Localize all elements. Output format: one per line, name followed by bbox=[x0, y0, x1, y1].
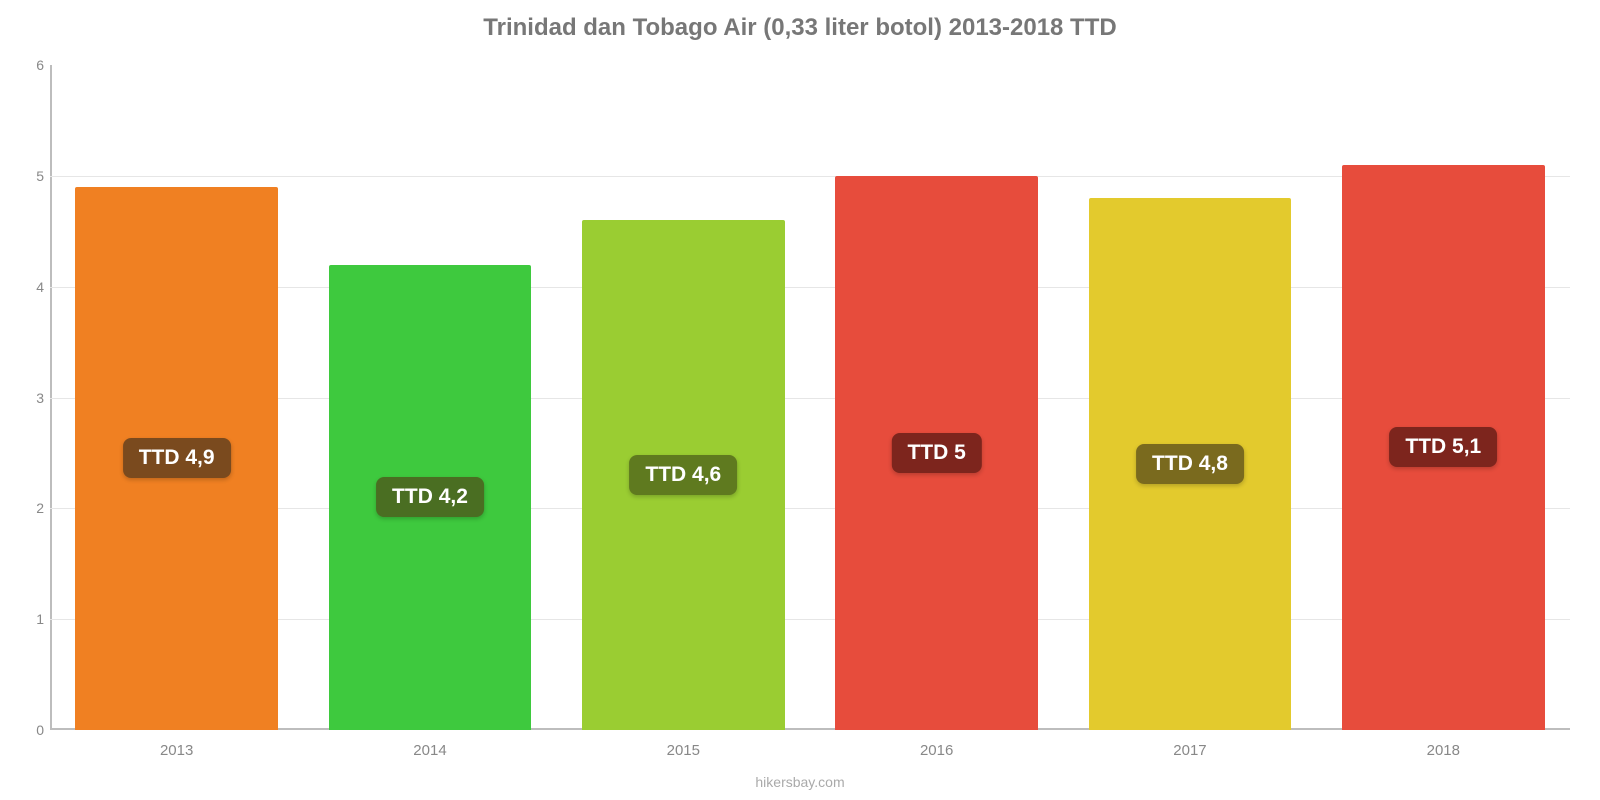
y-tick-label: 2 bbox=[22, 500, 44, 516]
bar: TTD 4,2 bbox=[329, 265, 532, 731]
bars-container: TTD 4,92013TTD 4,22014TTD 4,62015TTD 520… bbox=[50, 65, 1570, 730]
x-tick-label: 2013 bbox=[160, 742, 193, 759]
bar-slot: TTD 4,22014 bbox=[303, 65, 556, 730]
bar: TTD 5,1 bbox=[1342, 165, 1545, 730]
value-badge: TTD 4,2 bbox=[376, 477, 484, 517]
y-tick-label: 4 bbox=[22, 279, 44, 295]
bar-slot: TTD 52016 bbox=[810, 65, 1063, 730]
bar: TTD 4,9 bbox=[75, 187, 278, 730]
value-badge: TTD 5 bbox=[891, 433, 981, 473]
chart-title: Trinidad dan Tobago Air (0,33 liter boto… bbox=[0, 0, 1600, 42]
value-badge: TTD 4,9 bbox=[123, 438, 231, 478]
bar-slot: TTD 4,92013 bbox=[50, 65, 303, 730]
y-tick-label: 5 bbox=[22, 168, 44, 184]
value-badge: TTD 5,1 bbox=[1389, 427, 1497, 467]
y-tick-label: 0 bbox=[22, 722, 44, 738]
bar-slot: TTD 4,62015 bbox=[557, 65, 810, 730]
bar: TTD 4,6 bbox=[582, 220, 785, 730]
bar-slot: TTD 4,82017 bbox=[1063, 65, 1316, 730]
value-badge: TTD 4,6 bbox=[629, 455, 737, 495]
x-tick-label: 2014 bbox=[413, 742, 446, 759]
x-tick-label: 2016 bbox=[920, 742, 953, 759]
bar-slot: TTD 5,12018 bbox=[1317, 65, 1570, 730]
y-tick-label: 3 bbox=[22, 390, 44, 406]
x-tick-label: 2015 bbox=[667, 742, 700, 759]
chart-source: hikersbay.com bbox=[0, 774, 1600, 790]
bar: TTD 5 bbox=[835, 176, 1038, 730]
bar-chart: Trinidad dan Tobago Air (0,33 liter boto… bbox=[0, 0, 1600, 800]
y-tick-label: 1 bbox=[22, 611, 44, 627]
bar: TTD 4,8 bbox=[1089, 198, 1292, 730]
y-tick-label: 6 bbox=[22, 57, 44, 73]
value-badge: TTD 4,8 bbox=[1136, 444, 1244, 484]
x-tick-label: 2018 bbox=[1427, 742, 1460, 759]
plot-area: 0123456 TTD 4,92013TTD 4,22014TTD 4,6201… bbox=[50, 65, 1570, 730]
x-tick-label: 2017 bbox=[1173, 742, 1206, 759]
